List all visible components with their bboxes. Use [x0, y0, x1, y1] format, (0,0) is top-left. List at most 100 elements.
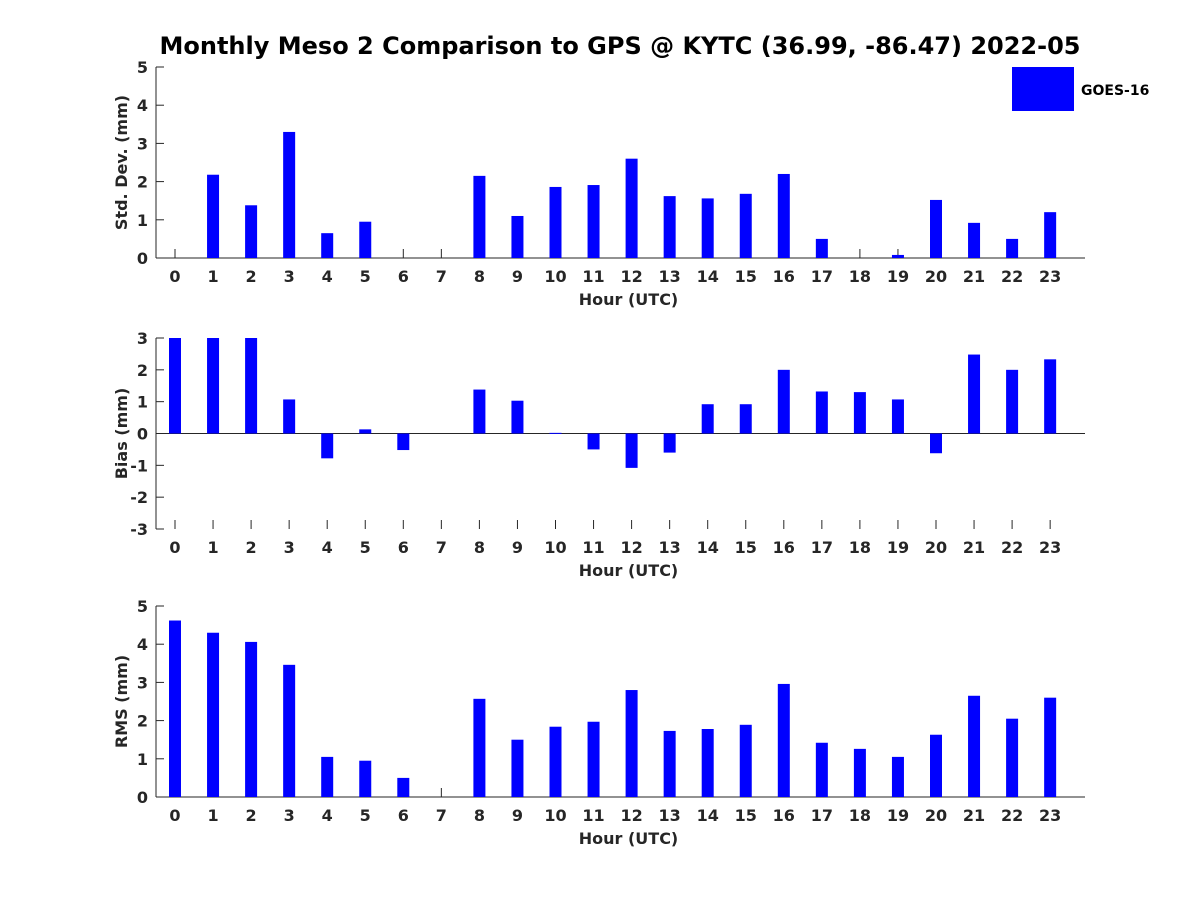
x-tick-label: 22: [1001, 806, 1023, 825]
x-tick-label: 20: [925, 806, 947, 825]
x-tick-label: 22: [1001, 267, 1023, 286]
bar-hour-9: [511, 215, 524, 258]
x-tick-label: 4: [322, 267, 333, 286]
x-tick-label: 16: [773, 538, 795, 557]
bar-hour-8: [473, 175, 486, 258]
x-tick-label: 17: [811, 806, 833, 825]
x-tick-label: 12: [620, 267, 642, 286]
x-tick-label: 19: [887, 806, 909, 825]
x-tick-label: 7: [436, 538, 447, 557]
x-axis-label: Hour (UTC): [579, 829, 679, 848]
x-tick-label: 15: [735, 806, 757, 825]
y-tick-label: 2: [137, 361, 148, 380]
x-tick-label: 10: [544, 806, 566, 825]
y-tick-label: 3: [137, 673, 148, 692]
x-tick-label: 21: [963, 806, 985, 825]
bar-hour-17: [815, 742, 828, 797]
bar-hour-23: [1044, 359, 1057, 434]
y-tick-label: 2: [137, 173, 148, 192]
bar-hour-1: [207, 338, 220, 434]
bar-hour-16: [777, 683, 790, 797]
x-tick-label: 6: [398, 806, 409, 825]
x-tick-label: 0: [169, 806, 180, 825]
legend-label: GOES-16: [1081, 83, 1149, 99]
x-tick-label: 10: [544, 267, 566, 286]
bar-hour-22: [1006, 369, 1019, 434]
bar-hour-4: [321, 233, 334, 258]
bar-hour-11: [587, 433, 600, 450]
bar-hour-12: [625, 158, 638, 258]
y-tick-label: 3: [137, 329, 148, 348]
legend: GOES-16: [1012, 67, 1149, 111]
x-tick-label: 23: [1039, 806, 1061, 825]
y-tick-label: 5: [137, 597, 148, 616]
x-tick-label: 23: [1039, 538, 1061, 557]
bar-hour-16: [777, 173, 790, 258]
x-axis-label: Hour (UTC): [579, 561, 679, 580]
y-axis-label: RMS (mm): [112, 655, 131, 748]
x-tick-label: 2: [246, 806, 257, 825]
bar-hour-10: [549, 432, 562, 434]
bar-hour-8: [473, 389, 486, 434]
y-tick-label: 0: [137, 788, 148, 807]
bar-hour-19: [891, 254, 904, 258]
x-tick-label: 8: [474, 538, 485, 557]
x-tick-label: 0: [169, 267, 180, 286]
y-axis-label: Bias (mm): [112, 388, 131, 480]
bar-hour-0: [169, 338, 181, 434]
y-tick-label: -3: [130, 520, 148, 539]
bar-hour-22: [1006, 718, 1019, 797]
x-tick-label: 8: [474, 267, 485, 286]
x-tick-label: 3: [284, 806, 295, 825]
x-tick-label: 21: [963, 267, 985, 286]
x-tick-label: 16: [773, 806, 795, 825]
bar-hour-6: [397, 433, 410, 451]
bar-hour-22: [1006, 238, 1019, 258]
bar-hour-12: [625, 690, 638, 797]
x-tick-label: 1: [207, 806, 218, 825]
y-tick-label: 0: [137, 249, 148, 268]
bar-hour-5: [359, 429, 372, 434]
y-tick-label: 3: [137, 134, 148, 153]
y-axis-label: Std. Dev. (mm): [112, 95, 131, 230]
x-tick-label: 11: [582, 806, 604, 825]
x-tick-label: 11: [582, 538, 604, 557]
bar-hour-3: [283, 131, 296, 258]
x-tick-label: 17: [811, 267, 833, 286]
x-tick-label: 1: [207, 538, 218, 557]
x-tick-label: 14: [697, 806, 719, 825]
x-tick-label: 0: [169, 538, 180, 557]
bar-hour-3: [283, 664, 296, 797]
bar-hour-16: [777, 369, 790, 434]
bar-hour-1: [207, 174, 220, 258]
x-tick-label: 9: [512, 538, 523, 557]
x-tick-label: 13: [659, 538, 681, 557]
x-tick-label: 12: [620, 538, 642, 557]
x-tick-label: 17: [811, 538, 833, 557]
bar-hour-12: [625, 433, 638, 468]
y-tick-label: 5: [137, 58, 148, 77]
bar-hour-10: [549, 186, 562, 258]
bar-hour-21: [968, 695, 981, 797]
bar-hour-15: [739, 724, 752, 797]
y-tick-label: 1: [137, 750, 148, 769]
x-tick-label: 11: [582, 267, 604, 286]
x-tick-label: 7: [436, 806, 447, 825]
x-tick-label: 10: [544, 538, 566, 557]
x-tick-label: 19: [887, 267, 909, 286]
x-tick-label: 3: [284, 538, 295, 557]
y-tick-label: -1: [130, 456, 148, 475]
bar-hour-11: [587, 721, 600, 797]
x-tick-label: 18: [849, 538, 871, 557]
bar-hour-14: [701, 404, 714, 434]
bar-hour-13: [663, 196, 676, 258]
y-tick-label: 2: [137, 712, 148, 731]
bar-hour-23: [1044, 212, 1057, 258]
x-tick-label: 9: [512, 806, 523, 825]
bar-hour-6: [397, 777, 410, 797]
bar-hour-10: [549, 726, 562, 797]
bar-hour-11: [587, 185, 600, 258]
